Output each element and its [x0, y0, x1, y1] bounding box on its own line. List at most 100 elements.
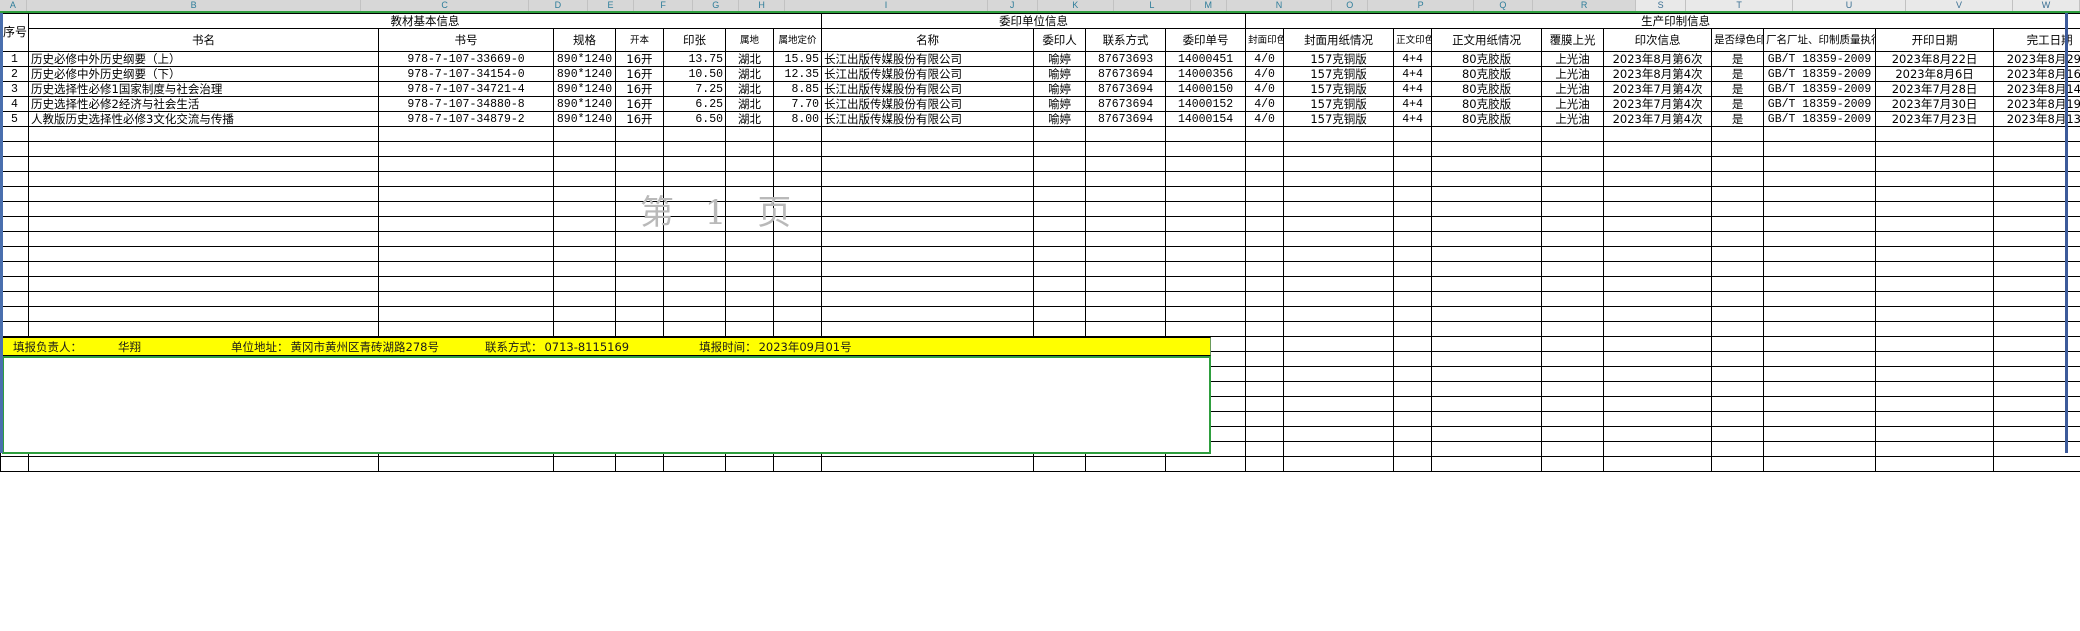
column-header-k[interactable]: K	[1038, 0, 1115, 11]
cell-empty[interactable]	[1165, 201, 1247, 217]
header-cell-start-date[interactable]: 开印日期	[1875, 28, 1995, 52]
cell-empty[interactable]	[1711, 261, 1765, 277]
cell-empty[interactable]	[1603, 381, 1713, 397]
cell-empty[interactable]	[1603, 411, 1713, 427]
header-cell-standard[interactable]: 厂名厂址、印制质量执行标准	[1763, 28, 1877, 52]
cell-empty[interactable]	[1763, 441, 1877, 457]
cell-empty[interactable]	[1603, 396, 1713, 412]
cell-empty[interactable]	[1603, 291, 1713, 307]
cell-empty[interactable]	[615, 186, 664, 202]
cell-empty[interactable]	[1763, 276, 1877, 292]
cell-agent[interactable]: 喻婷	[1033, 66, 1087, 82]
cell-empty[interactable]	[0, 156, 29, 172]
cell-empty[interactable]	[663, 291, 726, 307]
cell-empty[interactable]	[615, 171, 664, 187]
cell-empty[interactable]	[1541, 441, 1605, 457]
header-cell-green-print[interactable]: 是否绿色印刷	[1711, 28, 1765, 52]
cell-empty[interactable]	[1603, 306, 1713, 322]
cell-empty[interactable]	[1541, 456, 1605, 472]
cell-cover-color[interactable]: 4/0	[1245, 96, 1285, 112]
cell-empty[interactable]	[28, 126, 379, 142]
table-row-empty[interactable]	[0, 456, 2080, 472]
cell-empty[interactable]	[1393, 156, 1433, 172]
cell-empty[interactable]	[772, 231, 823, 247]
cell-empty[interactable]	[1085, 276, 1167, 292]
cell-empty[interactable]	[1165, 216, 1247, 232]
cell-empty[interactable]	[1165, 321, 1247, 337]
cell-empty[interactable]	[1085, 306, 1167, 322]
cell-empty[interactable]	[1993, 381, 2080, 397]
cell-empty[interactable]	[1431, 141, 1543, 157]
cell-empty[interactable]	[1245, 141, 1285, 157]
cell-empty[interactable]	[1033, 216, 1087, 232]
cell-standard[interactable]: GB/T 18359-2009	[1763, 66, 1877, 82]
cell-empty[interactable]	[1245, 291, 1285, 307]
cell-empty[interactable]	[821, 156, 1035, 172]
cell-empty[interactable]	[1763, 141, 1877, 157]
cell-empty[interactable]	[663, 171, 726, 187]
cell-empty[interactable]	[553, 216, 616, 232]
cell-empty[interactable]	[1763, 201, 1877, 217]
cell-empty[interactable]	[1431, 216, 1543, 232]
cell-empty[interactable]	[1085, 456, 1167, 472]
cell-start-date[interactable]: 2023年8月6日	[1875, 66, 1995, 82]
cell-seq[interactable]: 3	[0, 81, 29, 97]
cell-empty[interactable]	[772, 306, 823, 322]
cell-empty[interactable]	[772, 276, 823, 292]
table-row-empty[interactable]	[0, 231, 2080, 247]
cell-title[interactable]: 历史选择性必修2经济与社会生活	[28, 96, 379, 112]
cell-empty[interactable]	[1085, 291, 1167, 307]
cell-empty[interactable]	[553, 456, 616, 472]
table-row-empty[interactable]	[0, 171, 2080, 187]
cell-empty[interactable]	[1763, 231, 1877, 247]
cell-empty[interactable]	[1875, 441, 1995, 457]
header-cell-agent[interactable]: 委印人	[1033, 28, 1087, 52]
cell-empty[interactable]	[1993, 291, 2080, 307]
cell-empty[interactable]	[1431, 291, 1543, 307]
table-row-empty[interactable]	[0, 126, 2080, 142]
column-header-c[interactable]: C	[361, 0, 529, 11]
cell-empty[interactable]	[1993, 141, 2080, 157]
cell-empty[interactable]	[1711, 156, 1765, 172]
cell-text-paper[interactable]: 80克胶版	[1431, 66, 1543, 82]
cell-empty[interactable]	[378, 186, 554, 202]
cell-empty[interactable]	[0, 456, 29, 472]
cell-empty[interactable]	[772, 141, 823, 157]
cell-phone[interactable]: 87673693	[1085, 51, 1167, 67]
cell-empty[interactable]	[1033, 201, 1087, 217]
column-header-d[interactable]: D	[529, 0, 589, 11]
cell-empty[interactable]	[1283, 246, 1395, 262]
cell-empty[interactable]	[1541, 351, 1605, 367]
cell-empty[interactable]	[1431, 201, 1543, 217]
cell-text-paper[interactable]: 80克胶版	[1431, 96, 1543, 112]
cell-start-date[interactable]: 2023年7月28日	[1875, 81, 1995, 97]
cell-empty[interactable]	[553, 231, 616, 247]
cell-empty[interactable]	[1431, 156, 1543, 172]
table-row-empty[interactable]	[0, 216, 2080, 232]
column-header-t[interactable]: T	[1686, 0, 1794, 11]
cell-empty[interactable]	[1283, 441, 1395, 457]
column-header-i[interactable]: I	[785, 0, 988, 11]
cell-lamination[interactable]: 上光油	[1541, 51, 1605, 67]
cell-empty[interactable]	[1431, 396, 1543, 412]
cell-empty[interactable]	[1085, 246, 1167, 262]
cell-empty[interactable]	[1283, 366, 1395, 382]
cell-empty[interactable]	[1875, 201, 1995, 217]
cell-empty[interactable]	[1875, 291, 1995, 307]
header-cell-price[interactable]: 属地定价	[772, 28, 823, 52]
cell-empty[interactable]	[378, 216, 554, 232]
cell-empty[interactable]	[0, 186, 29, 202]
cell-seq[interactable]: 2	[0, 66, 29, 82]
group-header-0[interactable]: 教材基本信息	[27, 13, 823, 29]
cell-empty[interactable]	[1875, 321, 1995, 337]
cell-empty[interactable]	[663, 456, 726, 472]
cell-empty[interactable]	[1711, 216, 1765, 232]
cell-empty[interactable]	[725, 231, 774, 247]
cell-green-print[interactable]: 是	[1711, 96, 1765, 112]
group-header-1[interactable]: 委印单位信息	[821, 13, 1247, 29]
cell-sheets[interactable]: 13.75	[663, 51, 726, 67]
cell-empty[interactable]	[1245, 246, 1285, 262]
cell-empty[interactable]	[663, 306, 726, 322]
column-header-j[interactable]: J	[988, 0, 1038, 11]
